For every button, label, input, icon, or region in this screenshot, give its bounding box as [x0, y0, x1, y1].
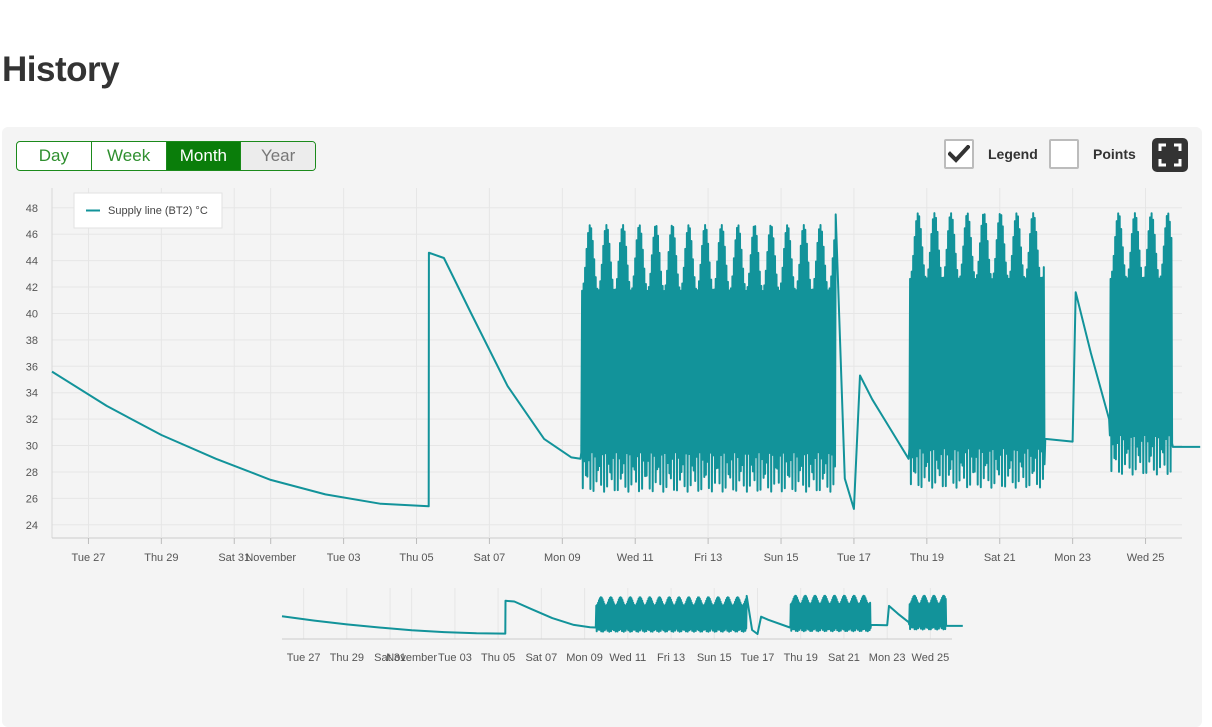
- nav-x-tick-label: Sat 21: [828, 652, 860, 664]
- x-tick-label: Thu 05: [399, 552, 433, 564]
- x-tick-label: Thu 19: [910, 552, 944, 564]
- x-tick-label: Mon 23: [1054, 552, 1091, 564]
- nav-x-tick-label: November: [386, 652, 437, 664]
- y-tick-label: 40: [26, 308, 38, 320]
- x-tick-label: Mon 09: [544, 552, 581, 564]
- nav-x-tick-label: Fri 13: [657, 652, 685, 664]
- legend-label[interactable]: Supply line (BT2) °C: [108, 205, 208, 217]
- y-tick-label: 36: [26, 361, 38, 373]
- y-tick-label: 44: [26, 256, 38, 268]
- y-tick-label: 30: [26, 441, 38, 453]
- x-tick-label: Sat 31: [218, 552, 250, 564]
- points-checkbox-label: Points: [1093, 146, 1136, 162]
- x-tick-label: Tue 03: [327, 552, 361, 564]
- time-range-selector: Day Week Month Year: [16, 141, 316, 171]
- navigator-series-line: [281, 594, 963, 635]
- series-layer: [51, 212, 1201, 510]
- y-tick-label: 26: [26, 493, 38, 505]
- range-year-button[interactable]: Year: [241, 142, 315, 170]
- y-axis-ticks: 24 26 28 30 32 34 36 38 40 42 44 46 48: [26, 203, 38, 532]
- fullscreen-icon: [1158, 143, 1182, 167]
- nav-x-tick-label: Mon 09: [566, 652, 603, 664]
- x-tick-label: Tue 27: [72, 552, 106, 564]
- nav-x-tick-label: Wed 25: [912, 652, 950, 664]
- y-tick-label: 32: [26, 414, 38, 426]
- legend-checkbox-label: Legend: [988, 146, 1038, 162]
- x-tick-label: Tue 17: [837, 552, 871, 564]
- y-tick-label: 28: [26, 467, 38, 479]
- x-tick-label: Sat 21: [984, 552, 1016, 564]
- points-checkbox[interactable]: [1049, 139, 1079, 169]
- chart-legend: Supply line (BT2) °C: [73, 192, 223, 229]
- x-tick-label: Sat 07: [474, 552, 506, 564]
- fullscreen-button[interactable]: [1152, 138, 1188, 172]
- y-tick-label: 34: [26, 388, 38, 400]
- checkmark-icon: [948, 145, 970, 163]
- x-tick-label: Wed 25: [1127, 552, 1165, 564]
- nav-x-tick-label: Thu 29: [330, 652, 364, 664]
- x-tick-label: Fri 13: [694, 552, 722, 564]
- nav-x-tick-label: Tue 17: [741, 652, 775, 664]
- nav-x-tick-label: Thu 19: [784, 652, 818, 664]
- y-tick-label: 38: [26, 335, 38, 347]
- nav-x-tick-label: Wed 11: [609, 652, 646, 664]
- navigator-series: [281, 594, 963, 635]
- nav-x-tick-label: Mon 23: [869, 652, 906, 664]
- nav-x-tick-label: Tue 03: [438, 652, 472, 664]
- series-line-supply-line: [51, 212, 1201, 510]
- legend-checkbox[interactable]: [944, 139, 974, 169]
- x-tick-label: Sun 15: [764, 552, 799, 564]
- y-tick-label: 24: [26, 520, 38, 532]
- range-week-button[interactable]: Week: [92, 142, 167, 170]
- y-tick-label: 42: [26, 282, 38, 294]
- x-tick-label: Thu 29: [144, 552, 178, 564]
- range-day-button[interactable]: Day: [17, 142, 92, 170]
- x-tick-label: Wed 11: [617, 552, 654, 564]
- nav-x-tick-label: Sun 15: [697, 652, 732, 664]
- range-month-button[interactable]: Month: [166, 142, 242, 170]
- nav-x-tick-label: Sat 31: [374, 652, 406, 664]
- y-tick-label: 48: [26, 203, 38, 215]
- nav-x-tick-label: Tue 27: [287, 652, 321, 664]
- y-tick-label: 46: [26, 229, 38, 241]
- nav-x-tick-label: Sat 07: [525, 652, 557, 664]
- x-tick-label: November: [245, 552, 296, 564]
- page-title: History: [2, 50, 120, 89]
- nav-x-tick-label: Thu 05: [481, 652, 515, 664]
